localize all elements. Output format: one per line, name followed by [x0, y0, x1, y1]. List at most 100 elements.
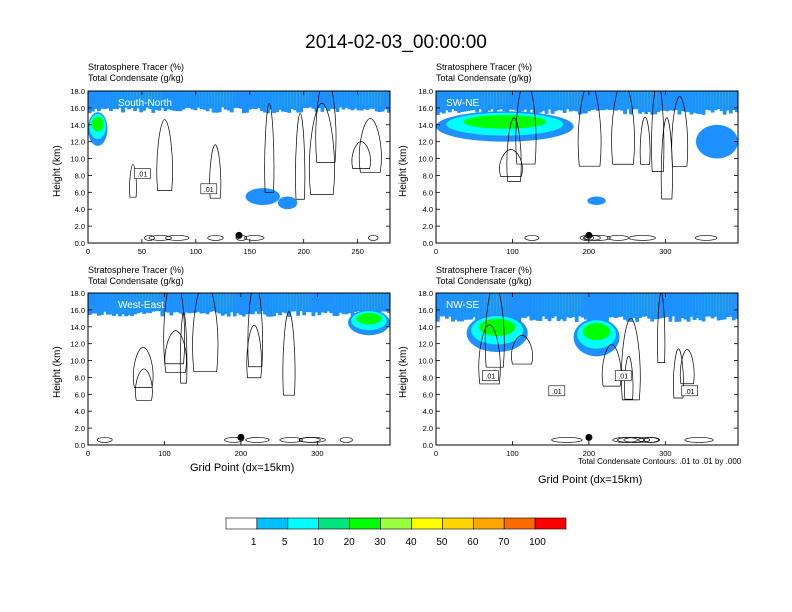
tracer-band: [698, 293, 703, 321]
tracer-band: [442, 293, 446, 317]
tracer-band: [701, 91, 706, 115]
y-tick-label: 16.0: [70, 306, 85, 315]
tracer-band: [547, 91, 552, 110]
panel-2-title: Stratosphere Tracer (%) Total Condensate…: [436, 62, 532, 84]
tracer-band: [674, 91, 679, 111]
tracer-band: [677, 293, 682, 322]
tracer-band: [499, 293, 504, 318]
tracer-band: [544, 293, 549, 319]
tracer-band: [532, 91, 537, 114]
tracer-band: [160, 91, 165, 108]
tracer-band: [166, 91, 171, 110]
contour-label: .01: [681, 385, 698, 397]
tracer-band: [235, 293, 240, 314]
tracer-band: [275, 293, 279, 313]
tracer-band: [632, 91, 636, 110]
tracer-band: [148, 293, 153, 314]
y-tick-label: 12.0: [418, 138, 433, 147]
tracer-band: [260, 293, 264, 312]
tracer-band: [502, 91, 507, 112]
tracer-band: [445, 293, 449, 319]
tracer-band: [142, 91, 146, 111]
contour-label: .01: [548, 385, 566, 397]
tracer-band: [223, 91, 228, 110]
tracer-band: [635, 293, 639, 322]
condensate-contour: [156, 119, 173, 191]
tracer-band: [187, 91, 192, 109]
tracer-band: [599, 293, 603, 322]
y-tick-label: 0.0: [75, 239, 85, 248]
tracer-band: [226, 91, 231, 111]
location-marker: [585, 433, 593, 441]
tracer-band: [490, 293, 494, 321]
tracer-blob: [587, 196, 606, 205]
tracer-band: [341, 91, 346, 110]
tracer-band: [109, 293, 113, 315]
boundary-contour: [165, 235, 190, 241]
tracer-band: [88, 293, 92, 316]
tracer-band: [139, 293, 143, 313]
tracer-band: [106, 293, 110, 315]
contour-label-box: [614, 370, 632, 381]
tracer-band: [611, 293, 615, 318]
y-tick-label: 8.0: [75, 171, 85, 180]
condensate-contour: [264, 103, 275, 194]
tracer-band: [335, 91, 340, 113]
x-tick-label: 50: [138, 247, 146, 256]
x-tick-label: 100: [190, 247, 203, 256]
boundary-contour: [207, 235, 224, 241]
contour-label-text: .01: [618, 374, 628, 381]
condensate-contour: [515, 91, 537, 165]
tracer-band: [544, 91, 549, 114]
tracer-band: [362, 293, 367, 314]
tracer-band: [287, 91, 291, 113]
tracer-band: [299, 293, 304, 312]
x-tick-label: 250: [351, 247, 364, 256]
tracer-band: [728, 293, 733, 317]
y-tick-label: 4.0: [75, 407, 85, 416]
panel-1-name: South-North: [118, 98, 172, 109]
tracer-band: [332, 91, 337, 109]
tracer-band: [659, 91, 664, 111]
tracer-layer-inner: [356, 313, 382, 325]
panel-4-title: Stratosphere Tracer (%) Total Condensate…: [436, 265, 532, 287]
contour-label-box: [482, 370, 499, 381]
tracer-band: [284, 91, 288, 112]
tracer-band: [296, 91, 300, 113]
tracer-band: [623, 91, 627, 115]
x-tick-label: 0: [86, 449, 90, 458]
tracer-band: [641, 293, 645, 317]
condensate-contour: [511, 335, 533, 365]
tracer-band: [463, 293, 467, 320]
tracer-band: [590, 293, 594, 322]
tracer-band: [103, 91, 107, 110]
tracer-band: [713, 293, 718, 317]
tracer-band: [163, 293, 168, 312]
tracer-band: [671, 293, 676, 317]
y-tick-label: 10.0: [418, 357, 433, 366]
panel-1: .01.010.02.04.06.08.010.012.014.016.018.…: [70, 87, 391, 256]
tracer-band: [290, 91, 294, 110]
tracer-band: [154, 91, 159, 110]
boundary-contour: [339, 437, 353, 443]
tracer-band: [121, 91, 125, 113]
colorbar-segment: [225, 517, 258, 530]
tracer-band: [184, 91, 189, 108]
tracer-band: [284, 293, 288, 314]
tracer-band: [263, 293, 267, 315]
condensate-contour: [673, 348, 684, 399]
tracer-band: [439, 293, 443, 317]
tracer-band: [665, 91, 670, 112]
tracer-band: [329, 293, 334, 314]
tracer-band: [308, 293, 313, 313]
tracer-band: [323, 293, 328, 314]
tracer-band: [308, 91, 313, 108]
tracer-band: [523, 293, 528, 318]
tracer-band: [656, 293, 661, 319]
boundary-contour: [367, 235, 379, 241]
tracer-band: [668, 293, 673, 322]
tracer-band: [728, 91, 733, 114]
x-tick-label: 300: [659, 247, 672, 256]
tracer-band: [127, 293, 131, 316]
tracer-band: [290, 293, 294, 312]
